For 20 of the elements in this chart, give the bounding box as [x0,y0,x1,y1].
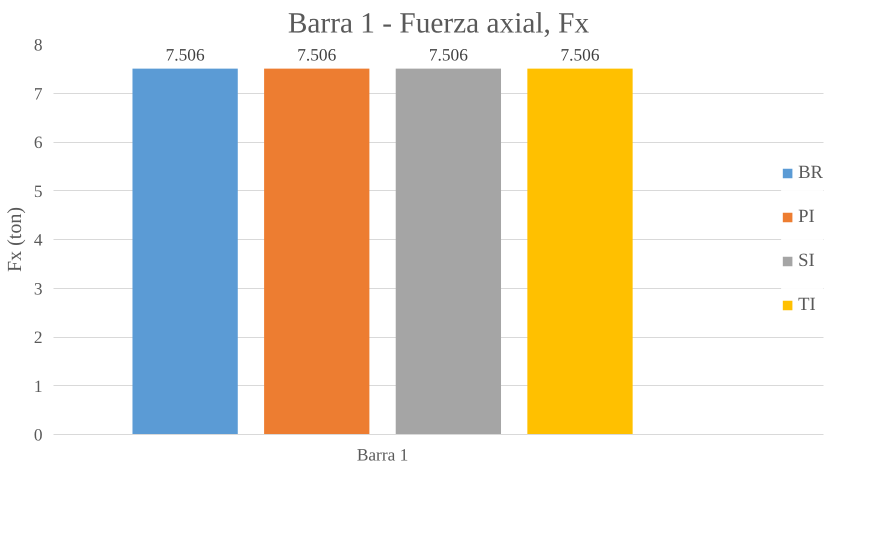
x-tick-label: Barra 1 [356,446,408,464]
y-tick-label: 5 [34,182,43,201]
y-tick-label: 7 [34,84,43,104]
y-tick-label: 2 [34,328,43,347]
legend-label: TI [798,294,817,316]
y-axis-title: Fx (ton) [4,207,26,272]
y-tick-label: 6 [34,133,43,152]
y-tick-label: 3 [34,279,43,298]
y-tick-label: 1 [34,376,43,396]
legend-label: SI [798,250,816,272]
legend-label: PI [798,206,816,228]
y-tick-label: 4 [34,230,43,250]
data-label: 7.506 [297,46,337,65]
y-tick-label: 8 [34,36,43,54]
data-label: 7.506 [166,46,205,65]
data-label: 7.506 [428,46,468,65]
legend-label: BR [798,162,823,184]
y-tick-label: 0 [34,426,43,444]
chart-title: Barra 1 - Fuerza axial, Fx [288,8,590,40]
data-label: 7.506 [560,46,600,65]
